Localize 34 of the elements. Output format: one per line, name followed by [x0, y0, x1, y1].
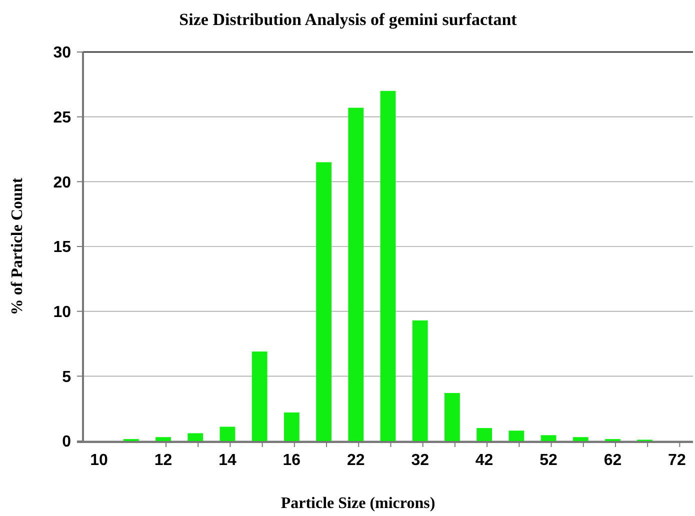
x-tick-label: 62 [604, 452, 622, 469]
bar [252, 352, 268, 441]
y-tick-label: 25 [53, 109, 72, 126]
x-tick-label: 32 [411, 452, 430, 469]
x-tick-label: 12 [154, 452, 172, 469]
y-tick-label: 10 [53, 304, 72, 321]
y-tick-label: 0 [62, 434, 72, 451]
y-axis-title: % of Particle Count [9, 177, 26, 316]
bar [380, 90, 396, 441]
x-tick-label: 42 [475, 452, 494, 469]
bar [348, 108, 364, 441]
x-tick-label: 16 [282, 452, 301, 469]
bar [220, 426, 236, 441]
y-tick-label: 15 [53, 239, 72, 256]
bar [540, 435, 556, 441]
bar [188, 433, 204, 441]
bar [508, 430, 524, 441]
bar [476, 428, 492, 441]
bar [412, 320, 428, 441]
x-tick-label: 22 [346, 452, 365, 469]
x-axis-title: Particle Size (microns) [280, 495, 436, 512]
bar [284, 412, 300, 441]
x-tick-label: 52 [540, 452, 558, 469]
bar [572, 437, 588, 441]
x-tick-label: 72 [668, 452, 686, 469]
x-tick-label: 10 [90, 452, 108, 469]
bar [156, 437, 171, 441]
x-tick-label: 14 [218, 452, 236, 469]
y-tick-label: 20 [53, 174, 72, 192]
chart-title: Size Distribution Analysis of gemini surfactant [179, 10, 518, 29]
y-tick-label: 30 [53, 44, 72, 62]
y-tick-label: 5 [62, 368, 72, 386]
bar [444, 393, 460, 441]
bar [316, 162, 332, 441]
